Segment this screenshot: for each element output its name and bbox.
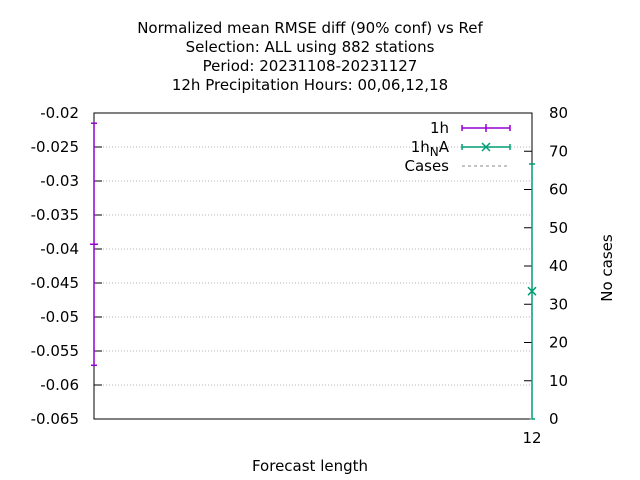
y2-tick-label: 50 [549,219,568,237]
y-tick-label: -0.04 [40,240,79,258]
title-line: Normalized mean RMSE diff (90% conf) vs … [137,19,483,37]
data-point [527,286,537,296]
y-tick-label: -0.06 [40,376,79,394]
y2-tick-label: 10 [549,372,568,390]
legend-label: 1hNA [411,138,450,159]
y2-tick-label: 20 [549,334,568,352]
legend-label: 1h [430,119,449,137]
y-tick-label: -0.035 [31,206,79,224]
y-tick-label: -0.03 [40,172,79,190]
y-tick-label: -0.02 [40,104,79,122]
grid-lines [94,146,532,386]
y2-tick-label: 30 [549,295,568,313]
y2-tick-label: 40 [549,257,568,275]
y2-tick-label: 60 [549,181,568,199]
title-line: Period: 20231108-20231127 [203,57,418,75]
chart-title: Normalized mean RMSE diff (90% conf) vs … [137,19,483,94]
y2-axis-label: No cases [598,234,616,302]
legend-label: Cases [404,157,449,175]
y2-tick-label: 70 [549,142,568,160]
series-layer [90,122,537,420]
legend-marker [481,142,491,152]
y-tick-label: -0.065 [31,410,79,428]
y-tick-label: -0.045 [31,274,79,292]
y-tick-label: -0.055 [31,342,79,360]
y-axis-ticks: -0.02 -0.025 -0.03 -0.035 -0.04 -0.045 -0.05 -0… [31,104,102,428]
y-tick-label: -0.05 [40,308,79,326]
x-tick-label: 12 [522,429,541,447]
y2-tick-label: 0 [549,410,559,428]
plot-frame [93,112,533,420]
y2-axis-ticks: 80 70 60 50 40 30 20 10 0 [524,104,568,428]
y-tick-label: -0.025 [31,138,79,156]
title-line: 12h Precipitation Hours: 00,06,12,18 [172,76,448,94]
title-line: Selection: ALL using 882 stations [186,38,435,56]
x-axis-label: Forecast length [252,457,368,475]
y2-tick-label: 80 [549,104,568,122]
